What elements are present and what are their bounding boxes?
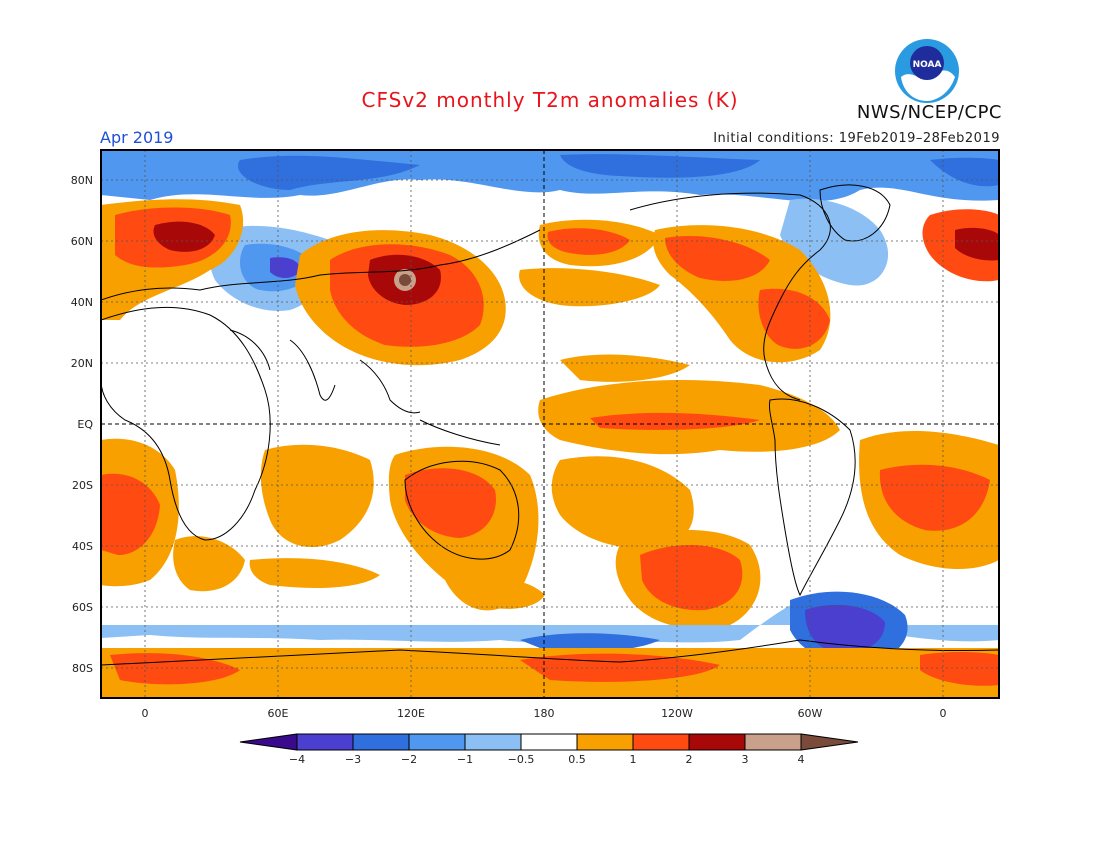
lon-label: 60E: [268, 707, 289, 720]
colorbar-label: −2: [401, 753, 417, 766]
colorbar-label: 4: [798, 753, 805, 766]
colorbar-arrow-low: [239, 733, 298, 751]
colorbar-swatch: [744, 733, 802, 751]
map-frame: [100, 149, 1000, 699]
colorbar-label: −1: [457, 753, 473, 766]
lat-label: 80N: [71, 174, 93, 187]
lat-label: 40N: [71, 296, 93, 309]
colorbar-label: 0.5: [568, 753, 586, 766]
lon-label: 120E: [397, 707, 425, 720]
colorbar-label: 2: [686, 753, 693, 766]
noaa-logo-icon: NOAA: [895, 39, 959, 103]
colorbar-swatch: [520, 733, 578, 751]
lat-label: 60S: [72, 601, 93, 614]
lat-label: 40S: [72, 540, 93, 553]
graticule: [101, 150, 999, 698]
anomaly-field: [101, 150, 999, 698]
initial-conditions: Initial conditions: 19Feb2019–28Feb2019: [713, 131, 1000, 146]
colorbar-swatch: [576, 733, 634, 751]
colorbar-label: −0.5: [508, 753, 535, 766]
colorbar: −4 −3 −2 −1 −0.5 0.5 1 2 3 4: [239, 733, 859, 766]
warm-anomaly-indian-ocean: [260, 444, 374, 548]
lat-label: 60N: [71, 235, 93, 248]
lat-label: 20S: [72, 479, 93, 492]
valid-period: Apr 2019: [100, 128, 174, 147]
lon-label: 0: [940, 707, 947, 720]
colorbar-swatch: [688, 733, 746, 751]
coastlines: [101, 184, 999, 666]
latitude-labels: 80N 60N 40N 20N EQ 20S 40S 60S 80S: [71, 174, 94, 675]
lon-label: 0: [142, 707, 149, 720]
longitude-labels: 0 60E 120E 180 120W 60W 0: [142, 707, 947, 720]
lon-label: 120W: [661, 707, 693, 720]
colorbar-label: 1: [630, 753, 637, 766]
lat-label: 80S: [72, 662, 93, 675]
warm-anomaly-south-pacific: [551, 456, 694, 549]
cold-anomaly-arctic-core: [238, 155, 420, 190]
noaa-logo-text: NOAA: [913, 60, 942, 70]
lon-label: 60W: [798, 707, 823, 720]
figure-title: CFSv2 monthly T2m anomalies (K): [361, 88, 739, 112]
colorbar-swatch: [296, 733, 354, 751]
colorbar-label: −4: [289, 753, 305, 766]
colorbar-swatch: [464, 733, 522, 751]
lat-label: 20N: [71, 357, 93, 370]
agency-label: NWS/NCEP/CPC: [856, 102, 1002, 123]
colorbar-label: 3: [742, 753, 749, 766]
lat-label: EQ: [77, 418, 93, 431]
equator-dateline: [101, 150, 999, 698]
colorbar-swatch: [632, 733, 690, 751]
colorbar-swatch: [408, 733, 466, 751]
colorbar-swatch: [352, 733, 410, 751]
cold-anomaly-antarctic: [101, 600, 999, 643]
colorbar-arrow-high: [800, 733, 859, 751]
lon-label: 180: [534, 707, 555, 720]
colorbar-label: −3: [345, 753, 361, 766]
